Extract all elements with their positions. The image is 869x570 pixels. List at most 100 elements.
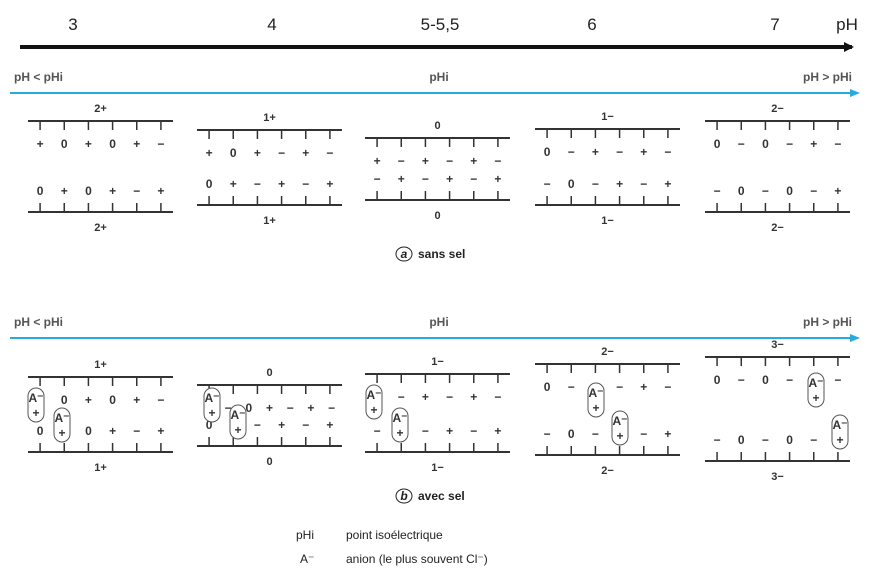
upper-group-charge: + xyxy=(640,380,647,394)
lower-group-charge: − xyxy=(592,177,599,191)
upper-group-charge: 0 xyxy=(230,146,237,160)
bound-cation-charge: + xyxy=(616,429,623,443)
net-charge-bottom: 2+ xyxy=(94,222,107,234)
upper-group-charge: + xyxy=(470,154,477,168)
upper-group-charge: + xyxy=(422,390,429,404)
legend-definition-phi: point isoélectrique xyxy=(346,528,443,542)
upper-group-charge: + xyxy=(640,145,647,159)
lower-group-charge: 0 xyxy=(568,427,575,441)
lower-group-charge: − xyxy=(374,172,381,186)
legend-term-phi: pHi xyxy=(296,528,314,542)
upper-group-charge: − xyxy=(446,154,453,168)
lower-group-charge: + xyxy=(494,172,501,186)
lower-group-charge: + xyxy=(109,424,116,438)
upper-group-charge: + xyxy=(470,390,477,404)
panel-a-label-pi: pHi xyxy=(429,70,448,84)
anion-pill-outline xyxy=(587,382,605,418)
legend-term-anion: A⁻ xyxy=(300,552,314,566)
net-charge-bottom: 1+ xyxy=(94,462,107,474)
anion-pill-outline xyxy=(203,387,221,423)
bound-anion: A⁻+ xyxy=(611,410,629,446)
net-charge-top: 2− xyxy=(771,103,784,115)
upper-group-charge: − xyxy=(738,373,745,387)
panel-a-cell-3: 0 0 + − + − + − − + − + − + xyxy=(365,120,510,222)
upper-group-charge: − xyxy=(278,146,285,160)
panel-b-cell-4: 2− 2− 0 − + − + − − 0 − + − + xyxy=(535,346,680,477)
lower-group-charge: 0 xyxy=(37,184,44,198)
lower-group-charge: − xyxy=(810,184,817,198)
ph-value-3: 3 xyxy=(68,15,77,34)
net-charge-bottom: 2− xyxy=(601,465,614,477)
net-charge-top: 1+ xyxy=(94,359,107,371)
lower-group-charge: − xyxy=(302,177,309,191)
panel-a-caption-letter: a xyxy=(401,247,408,261)
lower-group-charge: 0 xyxy=(85,184,92,198)
lower-group-charge: − xyxy=(422,172,429,186)
anion-label: A⁻ xyxy=(367,388,382,402)
net-charge-bottom: 1− xyxy=(601,215,614,227)
upper-group-charge: + xyxy=(254,146,261,160)
upper-group-charge: − xyxy=(834,373,841,387)
lower-group-charge: 0 xyxy=(786,433,793,447)
anion-pill-outline xyxy=(611,410,629,446)
upper-group-charge: 0 xyxy=(762,137,769,151)
upper-group-charge: + xyxy=(133,393,140,407)
bound-cation-charge: + xyxy=(32,406,39,420)
bound-cation-charge: + xyxy=(234,423,241,437)
ph-axis-label: pH xyxy=(836,15,858,34)
anion-pill-outline xyxy=(807,372,825,408)
panel-a-caption-text: sans sel xyxy=(418,247,465,261)
anion-label: A⁻ xyxy=(809,376,824,390)
panel-b-ph-axis: pH < pHi pHi pH > pHi xyxy=(10,315,860,342)
panel-b-cell-3: 1− 1− + − + − + − − + − + − + xyxy=(365,356,510,474)
anion-label: A⁻ xyxy=(205,391,220,405)
bound-cation-charge: + xyxy=(370,403,377,417)
anion-label: A⁻ xyxy=(613,414,628,428)
panel-a-label-below-pi: pH < pHi xyxy=(14,70,63,84)
net-charge-bottom: 3− xyxy=(771,471,784,483)
lower-group-charge: 0 xyxy=(786,184,793,198)
lower-group-charge: − xyxy=(302,418,309,432)
upper-group-charge: 0 xyxy=(109,393,116,407)
lower-group-charge: − xyxy=(133,424,140,438)
lower-group-charge: + xyxy=(664,427,671,441)
upper-group-charge: 0 xyxy=(109,137,116,151)
bound-cation-charge: + xyxy=(58,426,65,440)
net-charge-top: 1− xyxy=(601,111,614,123)
panel-b-label-above-pi: pH > pHi xyxy=(803,315,852,329)
net-charge-bottom: 2− xyxy=(771,222,784,234)
panel-b-label-below-pi: pH < pHi xyxy=(14,315,63,329)
lower-group-charge: − xyxy=(640,427,647,441)
lower-group-charge: 0 xyxy=(738,433,745,447)
net-charge-top: 3− xyxy=(771,339,784,351)
upper-group-charge: − xyxy=(446,390,453,404)
panel-b-cell-5: 3− 3− 0 − 0 − + − − 0 − 0 − + xyxy=(705,339,850,483)
upper-group-charge: 0 xyxy=(245,401,252,415)
upper-group-charge: 0 xyxy=(714,137,721,151)
lower-group-charge: + xyxy=(157,424,164,438)
lower-group-charge: − xyxy=(422,424,429,438)
anion-label: A⁻ xyxy=(589,386,604,400)
lower-group-charge: − xyxy=(714,433,721,447)
panel-b-avec-sel: 1+1++0+0+−0+0+−+00+−0+−+−0+−+−+1−1−+−+−+… xyxy=(27,339,850,483)
bound-anion: A⁻+ xyxy=(229,404,247,440)
upper-group-charge: − xyxy=(834,137,841,151)
lower-group-charge: 0 xyxy=(37,424,44,438)
upper-group-charge: − xyxy=(616,145,623,159)
lower-group-charge: + xyxy=(446,424,453,438)
upper-group-charge: − xyxy=(786,137,793,151)
ph-value-4: 4 xyxy=(267,15,276,34)
net-charge-bottom: 0 xyxy=(266,456,272,468)
panel-a-cell-2: 1+ 1+ + 0 + − + − 0 + − + − + xyxy=(197,112,342,227)
panel-b-caption-letter: b xyxy=(400,489,407,503)
ph-value-7: 7 xyxy=(770,15,779,34)
upper-group-charge: − xyxy=(326,146,333,160)
lower-group-charge: − xyxy=(374,424,381,438)
upper-group-charge: − xyxy=(157,393,164,407)
panel-b-caption-text: avec sel xyxy=(418,489,465,503)
lower-group-charge: + xyxy=(157,184,164,198)
bound-anion: A⁻+ xyxy=(203,387,221,423)
lower-group-charge: − xyxy=(762,433,769,447)
lower-group-charge: − xyxy=(714,184,721,198)
